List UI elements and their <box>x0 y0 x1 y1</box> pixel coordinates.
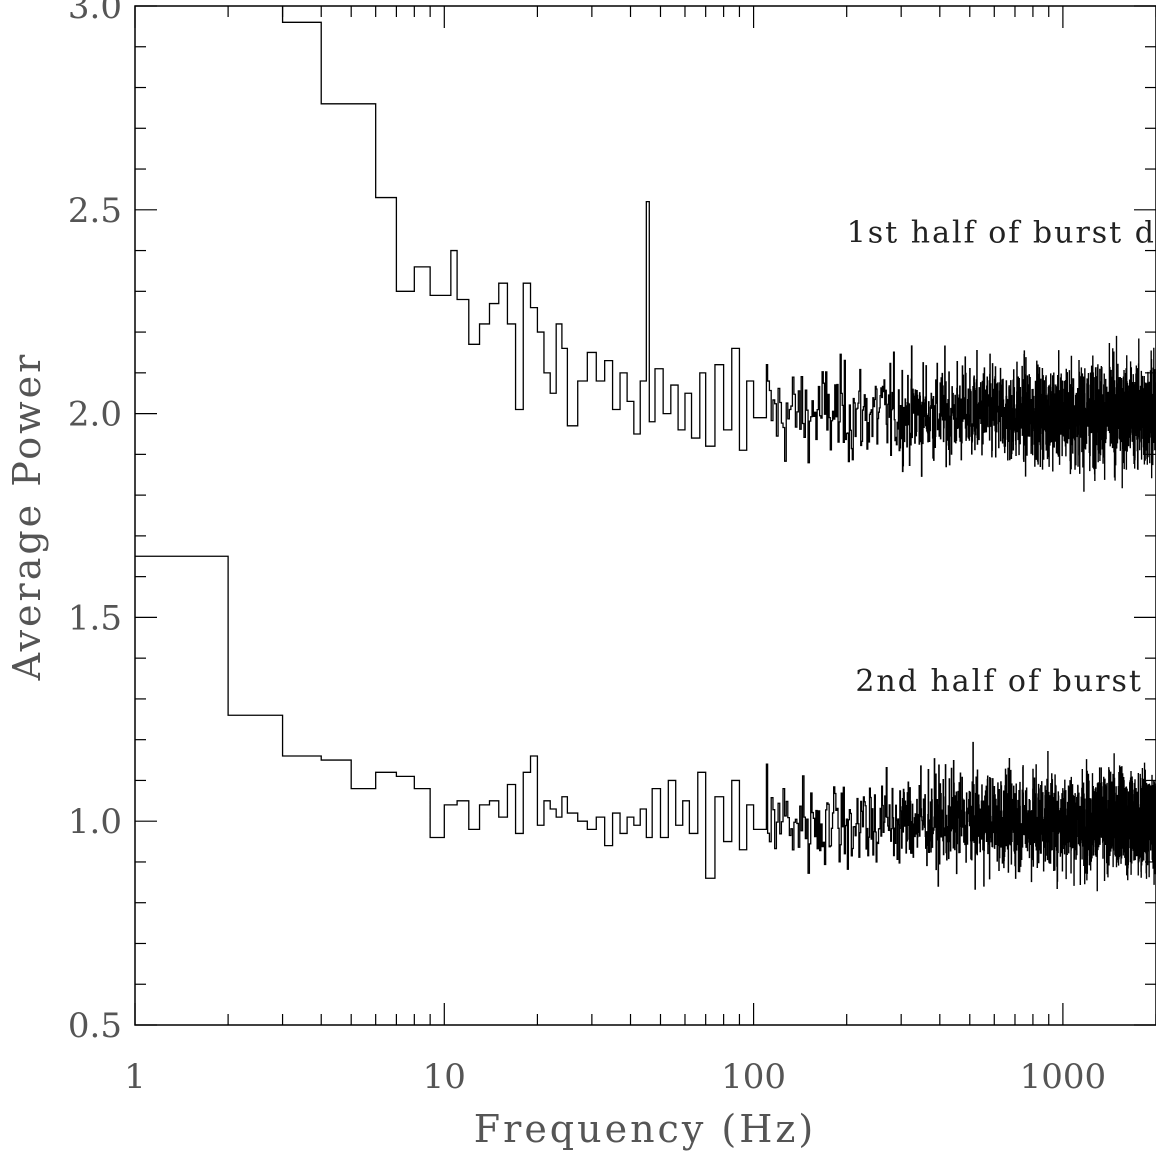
x-tick-label: 1000 <box>1020 1057 1107 1097</box>
x-tick-label: 100 <box>721 1057 786 1097</box>
label-layer: 1 10 100 1000 0.5 1.0 1.5 2.0 2.5 3.0 <box>68 0 1106 1097</box>
plot-frame <box>134 5 1156 1026</box>
series-line-1 <box>281 6 1156 492</box>
tick-layer <box>134 5 1156 1026</box>
series-annotation-2: 2nd half of burst decays <box>855 664 1156 699</box>
y-tick-label: 1.5 <box>68 598 122 638</box>
series-line-2 <box>135 555 1156 892</box>
y-tick-label: 2.5 <box>68 191 122 231</box>
x-tick-label: 1 <box>124 1057 146 1097</box>
series-annotation-1: 1st half of burst decays <box>847 215 1156 250</box>
x-tick-label: 10 <box>423 1057 466 1097</box>
x-axis-label: Frequency (Hz) <box>474 1107 816 1151</box>
y-tick-label: 2.0 <box>68 395 122 435</box>
y-tick-label: 1.0 <box>68 802 122 842</box>
y-axis-label: Average Power <box>5 352 49 682</box>
y-tick-label: 0.5 <box>68 1006 122 1046</box>
series-layer <box>135 6 1156 892</box>
y-tick-label: 3.0 <box>68 0 122 27</box>
annotation-layer: 1st half of burst decays 2nd half of burs… <box>847 215 1156 698</box>
